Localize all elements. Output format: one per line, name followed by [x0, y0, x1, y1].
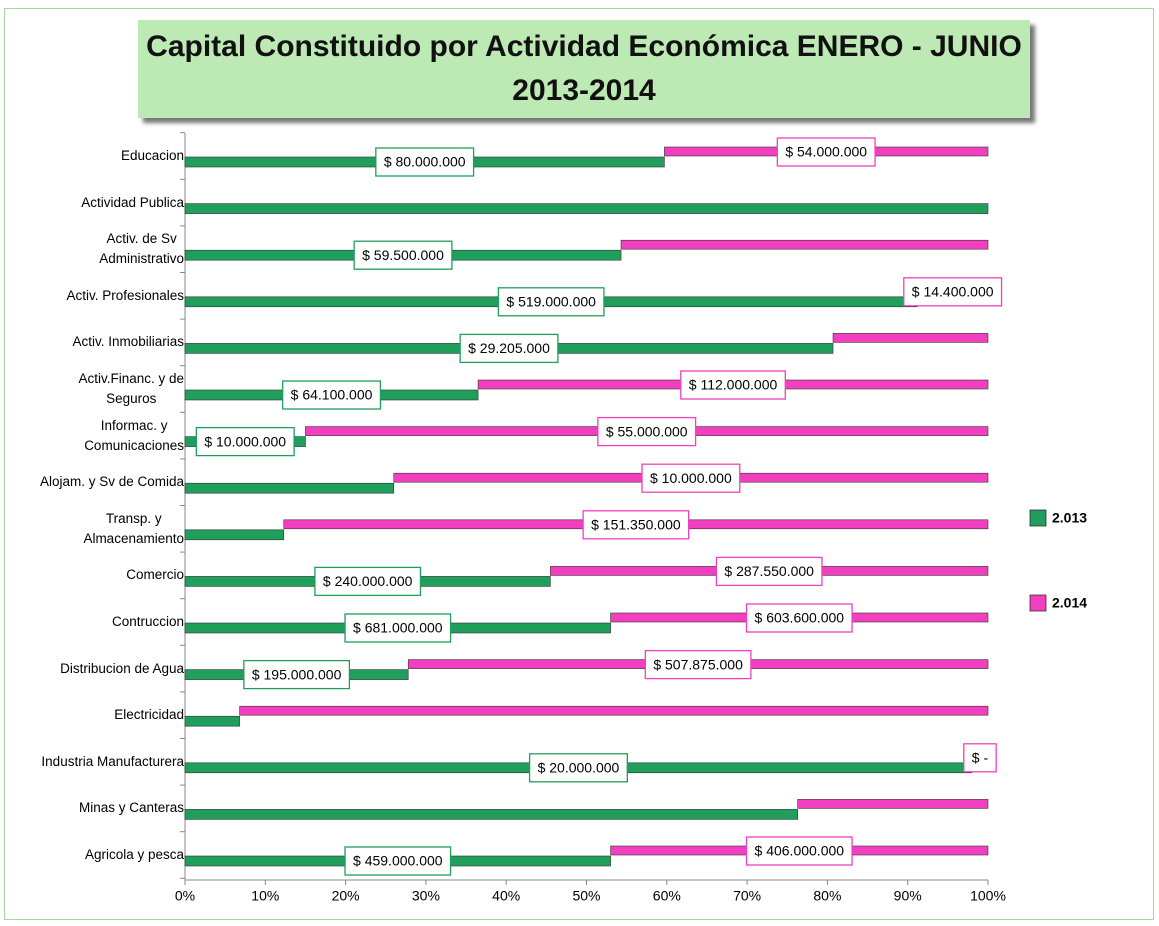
x-tick-label: 70%: [733, 888, 761, 904]
y-tick-label: Agricola y pesca: [84, 847, 184, 862]
x-tick-label: 40%: [492, 888, 520, 904]
data-label-box: [459, 333, 559, 364]
bar: [832, 333, 989, 343]
bar: [184, 715, 240, 727]
data-label-box: [582, 510, 690, 540]
data-label-box: [344, 846, 452, 876]
data-label-box: [344, 613, 452, 643]
y-tick-label: Educacion: [120, 148, 184, 163]
data-label-box: [680, 370, 786, 400]
y-tick-label: Activ. Inmobiliarias: [72, 334, 184, 350]
data-label: $ 55.000.000: [606, 423, 688, 439]
data-label-box: [282, 380, 382, 410]
legend-label: 2.013: [1052, 510, 1087, 526]
y-tick-label: Informac. y Comunicaciones: [84, 417, 184, 453]
data-label-box: [243, 659, 351, 690]
data-label: $ 195.000.000: [252, 666, 342, 682]
bar: [184, 482, 395, 494]
data-label-box: [497, 287, 605, 317]
data-label: $ 64.100.000: [291, 387, 373, 403]
bar: [184, 809, 798, 820]
x-tick-label: 30%: [412, 888, 440, 904]
y-tick-label: Activ.Financ. y de Seguros: [78, 371, 184, 406]
data-label-box: [353, 240, 453, 270]
data-label: $ 59.500.000: [362, 247, 444, 263]
data-label: $ 681.000.000: [353, 620, 443, 636]
data-label: $ 112.000.000: [689, 377, 778, 393]
y-tick-label: Activ. Profesionales: [66, 287, 184, 303]
legend-swatch: [1029, 594, 1047, 612]
data-label: $ 151.350.000: [591, 517, 681, 533]
data-label-box: [745, 603, 853, 633]
data-label-box: [375, 147, 475, 177]
data-label: $ 10.000.000: [650, 470, 732, 486]
data-label-box: [314, 566, 422, 597]
y-tick-label: Alojam. y Sv de Comida: [39, 474, 184, 490]
data-label-box: [195, 426, 295, 457]
y-tick-label: Actividad Publica: [81, 194, 184, 210]
y-tick-label: Industria Manufacturera: [41, 753, 184, 769]
bar: [184, 529, 285, 541]
data-label: $ 54.000.000: [785, 144, 867, 160]
bar: [797, 799, 989, 809]
y-tick-label: Distribucion de Agua: [60, 660, 184, 676]
data-label-box: [776, 137, 876, 167]
data-label: $ 406.000.000: [755, 843, 845, 859]
data-label-box: [903, 277, 1003, 307]
x-tick-label: 90%: [894, 888, 922, 904]
data-label: $ -: [972, 750, 989, 766]
x-tick-label: 0%: [175, 888, 195, 904]
x-tick-label: 100%: [970, 888, 1006, 904]
data-label-box: [597, 416, 697, 447]
y-tick-label: Minas y Canteras: [78, 800, 184, 816]
data-label-box: [715, 556, 823, 587]
chart-frame: [4, 8, 1154, 920]
y-tick-label: Comercio: [126, 567, 184, 583]
y-tick-label: Electricidad: [114, 707, 184, 723]
y-tick-label: Contruccion: [111, 614, 184, 629]
data-label-box: [641, 463, 741, 493]
x-tick-label: 50%: [572, 888, 600, 904]
data-label: $ 14.400.000: [912, 284, 994, 300]
x-tick-label: 80%: [813, 888, 841, 904]
data-label: $ 519.000.000: [506, 294, 596, 310]
bar: [620, 239, 989, 250]
data-label: $ 20.000.000: [538, 760, 620, 776]
y-tick-label: Activ. de Sv Administrativo: [99, 231, 184, 267]
data-label: $ 10.000.000: [204, 433, 286, 449]
x-tick-label: 20%: [332, 888, 360, 904]
data-label: $ 240.000.000: [323, 573, 413, 589]
y-tick-label: Transp. y Almacenamiento: [83, 510, 184, 546]
legend-swatch: [1029, 509, 1047, 527]
data-label-box: [644, 649, 752, 680]
x-tick-label: 60%: [653, 888, 681, 904]
data-label-box: [745, 836, 853, 866]
data-label: $ 80.000.000: [384, 154, 466, 170]
data-label: $ 459.000.000: [353, 853, 443, 869]
data-label-box: [963, 743, 997, 773]
data-label: $ 287.550.000: [724, 563, 814, 579]
data-label: $ 603.600.000: [755, 610, 845, 626]
data-label: $ 507.875.000: [653, 656, 743, 672]
chart-title: Capital Constituido por Actividad Económ…: [138, 20, 1030, 118]
data-label-box: [528, 753, 628, 783]
data-label: $ 29.205.000: [468, 340, 550, 356]
bar: [239, 705, 989, 716]
bar: [184, 203, 989, 214]
legend-label: 2.014: [1052, 595, 1087, 611]
x-tick-label: 10%: [251, 888, 279, 904]
